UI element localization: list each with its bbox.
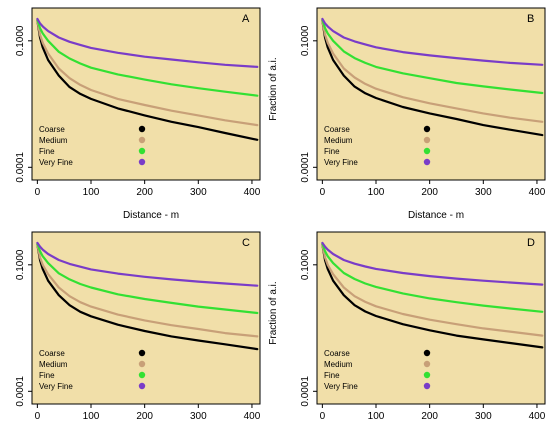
- legend-marker: [423, 147, 431, 155]
- legend: Coarse Medium Fine Very Fine: [39, 349, 146, 391]
- panel-letter: D: [527, 237, 535, 249]
- y-axis-title: Fraction of a.i.: [268, 57, 279, 120]
- x-tick-label: 300: [475, 187, 492, 198]
- series-line-coarse: [36, 243, 259, 351]
- legend-marker: [138, 360, 146, 368]
- legend-label: Coarse: [324, 349, 350, 358]
- legend-label: Very Fine: [324, 382, 358, 391]
- y-tick-label: 0.1000: [300, 249, 311, 280]
- y-tick-label: 0.0001: [15, 152, 26, 183]
- legend-marker: [423, 136, 431, 144]
- x-tick-label: 300: [475, 411, 492, 422]
- series-line-very-fine: [36, 241, 259, 287]
- legend-marker: [423, 158, 431, 166]
- x-tick-label: 0: [35, 411, 41, 422]
- x-tick-label: 100: [83, 187, 100, 198]
- series-line-coarse: [36, 19, 259, 141]
- x-tick-label: 100: [368, 411, 385, 422]
- legend-marker: [423, 349, 431, 357]
- series-line-medium: [321, 243, 544, 337]
- y-axis-title: Fraction of a.i.: [268, 281, 279, 344]
- legend-label: Very Fine: [39, 158, 73, 167]
- x-tick-label: 200: [421, 187, 438, 198]
- chart-panel-b: 0 100 200 300 400 0.1000 0.0001 B Coarse Medium Fi…: [300, 7, 546, 198]
- x-tick-label: 400: [529, 411, 546, 422]
- series-line-fine: [321, 18, 544, 95]
- legend-marker: [423, 382, 431, 390]
- series-line-medium: [321, 19, 544, 123]
- x-tick-label: 100: [83, 411, 100, 422]
- x-tick-label: 400: [529, 187, 546, 198]
- x-tick-label: 300: [190, 187, 207, 198]
- x-tick-label: 300: [190, 411, 207, 422]
- legend-label: Fine: [39, 371, 55, 380]
- legend: Coarse Medium Fine Very Fine: [324, 125, 431, 167]
- legend-marker: [138, 371, 146, 379]
- x-tick-label: 0: [35, 187, 41, 198]
- x-axis-title: Distance - m: [408, 210, 464, 221]
- legend-label: Coarse: [324, 125, 350, 134]
- x-tick-label: 200: [136, 187, 153, 198]
- chart-panel-a: 0 100 200 300 400 0.1000 0.0001 A Coarse Medium Fi…: [15, 7, 261, 198]
- series-line-very-fine: [321, 241, 544, 286]
- panel-letter: C: [242, 237, 250, 249]
- x-tick-label: 400: [244, 411, 261, 422]
- legend-label: Very Fine: [324, 158, 358, 167]
- series-line-fine: [36, 242, 259, 315]
- panel-letter: B: [527, 13, 534, 25]
- legend-marker: [138, 147, 146, 155]
- plot-area: [31, 7, 261, 181]
- legend-label: Fine: [324, 147, 340, 156]
- legend-marker: [423, 371, 431, 379]
- legend-marker: [423, 360, 431, 368]
- legend-marker: [138, 158, 146, 166]
- legend-marker: [423, 125, 431, 133]
- legend-label: Coarse: [39, 349, 65, 358]
- plot-area: [31, 231, 261, 405]
- panel-letter: A: [242, 13, 250, 25]
- series-line-medium: [36, 19, 259, 127]
- x-tick-label: 100: [368, 187, 385, 198]
- x-tick-label: 400: [244, 187, 261, 198]
- legend-marker: [138, 125, 146, 133]
- legend-marker: [138, 382, 146, 390]
- x-axis-title: Distance - m: [123, 210, 179, 221]
- legend-label: Fine: [324, 371, 340, 380]
- plot-area: [316, 7, 546, 181]
- legend-label: Fine: [39, 147, 55, 156]
- series-line-very-fine: [36, 17, 259, 69]
- legend-label: Medium: [324, 136, 353, 145]
- y-tick-label: 0.0001: [300, 152, 311, 183]
- legend-label: Very Fine: [39, 382, 73, 391]
- plot-area: [316, 231, 546, 405]
- legend: Coarse Medium Fine Very Fine: [324, 349, 431, 391]
- series-line-fine: [36, 18, 259, 97]
- series-line-very-fine: [321, 17, 544, 66]
- series-line-coarse: [321, 243, 544, 349]
- x-tick-label: 200: [421, 411, 438, 422]
- series-line-coarse: [321, 19, 544, 137]
- chart-panel-c: 0 100 200 300 400 0.1000 0.0001 C Coarse Medium Fi…: [15, 231, 261, 422]
- series-line-medium: [36, 243, 259, 338]
- y-tick-label: 0.1000: [300, 25, 311, 56]
- legend: Coarse Medium Fine Very Fine: [39, 125, 146, 167]
- series-line-fine: [321, 242, 544, 313]
- x-tick-label: 0: [320, 187, 326, 198]
- legend-marker: [138, 349, 146, 357]
- legend-label: Medium: [39, 136, 68, 145]
- legend-label: Medium: [39, 360, 68, 369]
- y-tick-label: 0.1000: [15, 25, 26, 56]
- legend-marker: [138, 136, 146, 144]
- legend-label: Medium: [324, 360, 353, 369]
- x-tick-label: 200: [136, 411, 153, 422]
- y-tick-label: 0.0001: [15, 376, 26, 407]
- y-tick-label: 0.0001: [300, 376, 311, 407]
- y-tick-label: 0.1000: [15, 249, 26, 280]
- x-tick-label: 0: [320, 411, 326, 422]
- legend-label: Coarse: [39, 125, 65, 134]
- chart-panel-d: 0 100 200 300 400 0.1000 0.0001 D Coarse Medium Fi…: [300, 231, 546, 422]
